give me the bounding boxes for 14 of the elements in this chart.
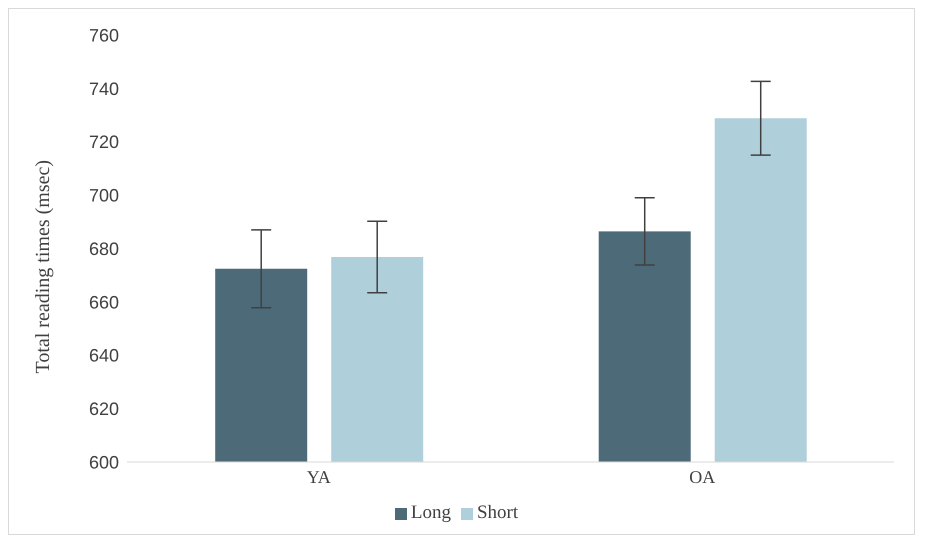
y-tick-label: 740: [88, 78, 119, 99]
y-tick-label: 760: [88, 25, 119, 46]
y-tick-label: 660: [88, 292, 119, 312]
x-tick-label: OA: [689, 466, 716, 487]
y-tick-label: 700: [88, 186, 119, 206]
y-tick-label: 720: [88, 132, 119, 152]
legend-label: Long: [410, 502, 451, 523]
y-tick-label: 600: [88, 452, 119, 472]
legend-label: Short: [476, 502, 518, 523]
y-axis-title: Total reading times (msec): [32, 160, 54, 374]
x-tick-label: YA: [306, 466, 331, 487]
y-tick-label: 620: [88, 399, 119, 420]
y-tick-label: 680: [88, 238, 119, 259]
y-tick-label: 640: [88, 346, 119, 366]
